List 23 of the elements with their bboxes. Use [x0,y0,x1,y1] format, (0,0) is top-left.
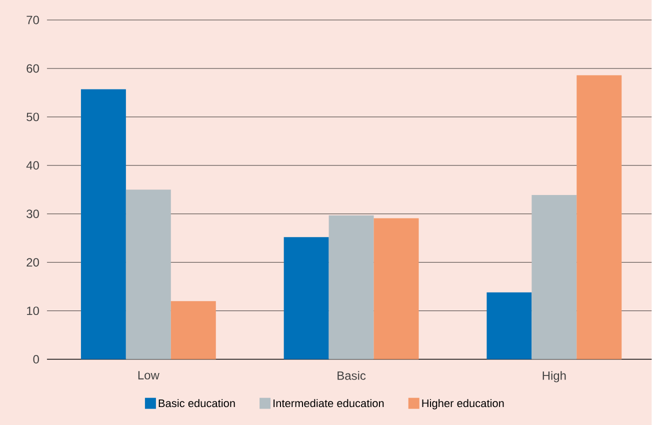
y-tick-label: 30 [26,210,39,218]
y-tick-label: 20 [26,258,39,266]
bar [532,194,577,360]
bar [576,75,622,360]
x-tick-label: High [542,370,566,382]
bar [374,218,419,360]
y-tick-label: 50 [26,112,39,122]
y-tick-label: 60 [26,64,39,73]
x-tick-label: Low [138,370,160,380]
x-tick-label: Basic [338,370,366,380]
legend-label: Intermediate education [274,398,384,408]
bar [170,301,216,360]
bar [284,237,329,360]
y-tick-label: 0 [33,354,39,364]
y-tick-label: 70 [26,16,39,24]
y-tick-label: 40 [26,161,39,170]
bar [80,89,126,360]
y-tick-label: 10 [27,306,39,315]
bar [486,292,532,360]
legend-label: Basic education [158,398,235,408]
bar [126,190,171,360]
legend-label: Higher education [422,398,504,410]
bar [328,215,374,360]
